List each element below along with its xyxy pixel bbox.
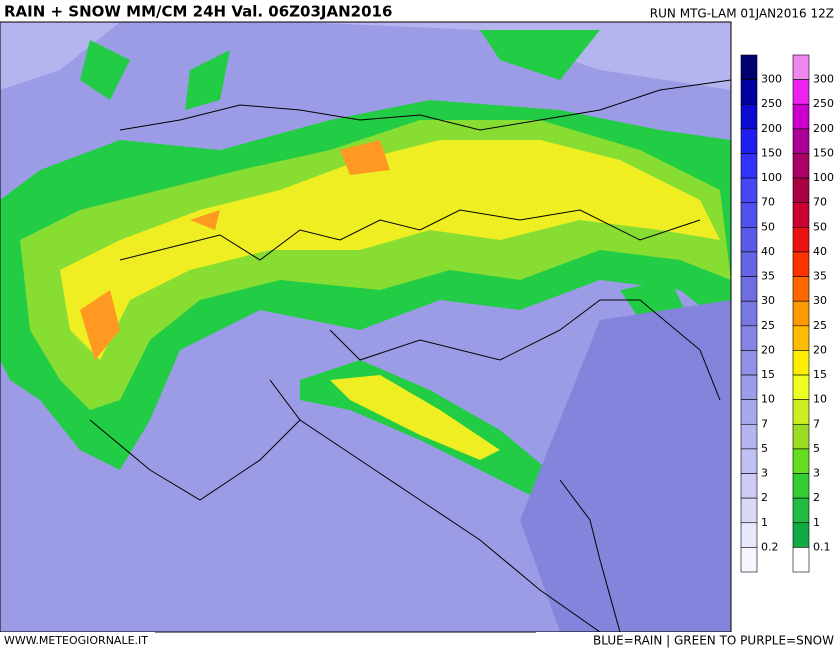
color-swatch	[792, 497, 810, 524]
color-swatch	[792, 423, 810, 450]
color-swatch	[740, 399, 758, 425]
scale-label: 0.2	[761, 540, 779, 553]
color-swatch	[792, 276, 810, 302]
color-swatch	[740, 423, 758, 450]
scale-label: 2	[813, 491, 820, 504]
scale-label: 3	[813, 467, 820, 480]
color-swatch	[740, 128, 758, 154]
color-swatch	[792, 251, 810, 277]
color-swatch	[792, 399, 810, 425]
color-swatch	[740, 103, 758, 130]
color-swatch	[792, 325, 810, 351]
color-swatch	[740, 276, 758, 302]
color-swatch	[792, 350, 810, 376]
color-swatch	[740, 177, 758, 204]
color-swatch	[740, 448, 758, 474]
color-swatch	[740, 79, 758, 105]
color-swatch	[792, 103, 810, 130]
scale-label: 30	[813, 294, 827, 307]
rain-colorbar: 300 250 200 150 100 70 50 40 35 30 25 20 15 10 7 5 3 2 1 0.…	[740, 54, 782, 573]
footer-box	[0, 632, 155, 648]
scale-label: 10	[813, 393, 827, 406]
scale-label: 50	[813, 220, 827, 233]
scale-label: 150	[761, 146, 782, 159]
scale-label: 30	[761, 294, 775, 307]
scale-label: 200	[813, 122, 834, 135]
scale-label: 15	[813, 368, 827, 381]
scale-label: 2	[761, 491, 768, 504]
scale-label: 40	[813, 245, 827, 258]
title: RAIN + SNOW MM/CM 24H Val. 06Z03JAN2016	[4, 3, 392, 21]
color-swatch	[740, 251, 758, 277]
color-swatch	[792, 227, 810, 253]
scale-label: 0.1	[813, 540, 831, 553]
scale-label: 70	[813, 196, 827, 209]
scale-label: 25	[761, 319, 775, 332]
scale-label: 25	[813, 319, 827, 332]
scale-label: 300	[813, 73, 834, 86]
scale-label: 50	[761, 220, 775, 233]
color-swatch	[792, 54, 810, 80]
color-swatch	[740, 227, 758, 253]
scale-label: 1	[813, 516, 820, 529]
color-swatch	[740, 202, 758, 228]
scale-label: 20	[761, 343, 775, 356]
scale-label: 7	[761, 417, 768, 430]
scale-label: 35	[813, 270, 827, 283]
color-swatch	[740, 497, 758, 524]
footer-box	[536, 632, 840, 648]
legend-note: BLUE=RAIN | GREEN TO PURPLE=SNOW	[593, 634, 834, 648]
color-swatch	[740, 325, 758, 351]
scale-label: 15	[761, 368, 775, 381]
scale-label: 70	[761, 196, 775, 209]
color-swatch	[740, 522, 758, 548]
map	[0, 21, 732, 633]
scale-label: 10	[761, 393, 775, 406]
scale-label: 300	[761, 73, 782, 86]
color-swatch	[792, 547, 810, 573]
color-swatch	[740, 54, 758, 80]
color-swatch	[740, 374, 758, 400]
color-swatch	[740, 350, 758, 376]
scale-label: 250	[813, 97, 834, 110]
scale-label: 20	[813, 343, 827, 356]
color-swatch	[792, 473, 810, 499]
color-swatch	[792, 300, 810, 327]
color-swatch	[792, 153, 810, 179]
scale-label: 35	[761, 270, 775, 283]
color-swatch	[792, 128, 810, 154]
scale-label: 100	[761, 171, 782, 184]
color-swatch	[792, 522, 810, 548]
scale-label: 150	[813, 146, 834, 159]
run-info: RUN MTG-LAM 01JAN2016 12Z	[650, 7, 834, 21]
scale-label: 1	[761, 516, 768, 529]
snow-colorbar: 300 250 200 150 100 70 50 40 35 30 25 20 15 10 7 5 3 2 1 0.…	[792, 54, 834, 573]
scale-label: 200	[761, 122, 782, 135]
scale-label: 100	[813, 171, 834, 184]
color-swatch	[740, 300, 758, 327]
scale-label: 3	[761, 467, 768, 480]
color-swatch	[740, 547, 758, 573]
color-swatch	[792, 374, 810, 400]
scale-label: 7	[813, 417, 820, 430]
color-swatch	[792, 177, 810, 204]
scale-label: 5	[761, 442, 768, 455]
color-swatch	[792, 448, 810, 474]
scale-label: 40	[761, 245, 775, 258]
color-swatch	[740, 473, 758, 499]
scale-label: 250	[761, 97, 782, 110]
site-credit: WWW.METEOGIORNALE.IT	[4, 634, 148, 647]
color-swatch	[740, 153, 758, 179]
color-swatch	[792, 79, 810, 105]
color-swatch	[792, 202, 810, 228]
scale-label: 5	[813, 442, 820, 455]
